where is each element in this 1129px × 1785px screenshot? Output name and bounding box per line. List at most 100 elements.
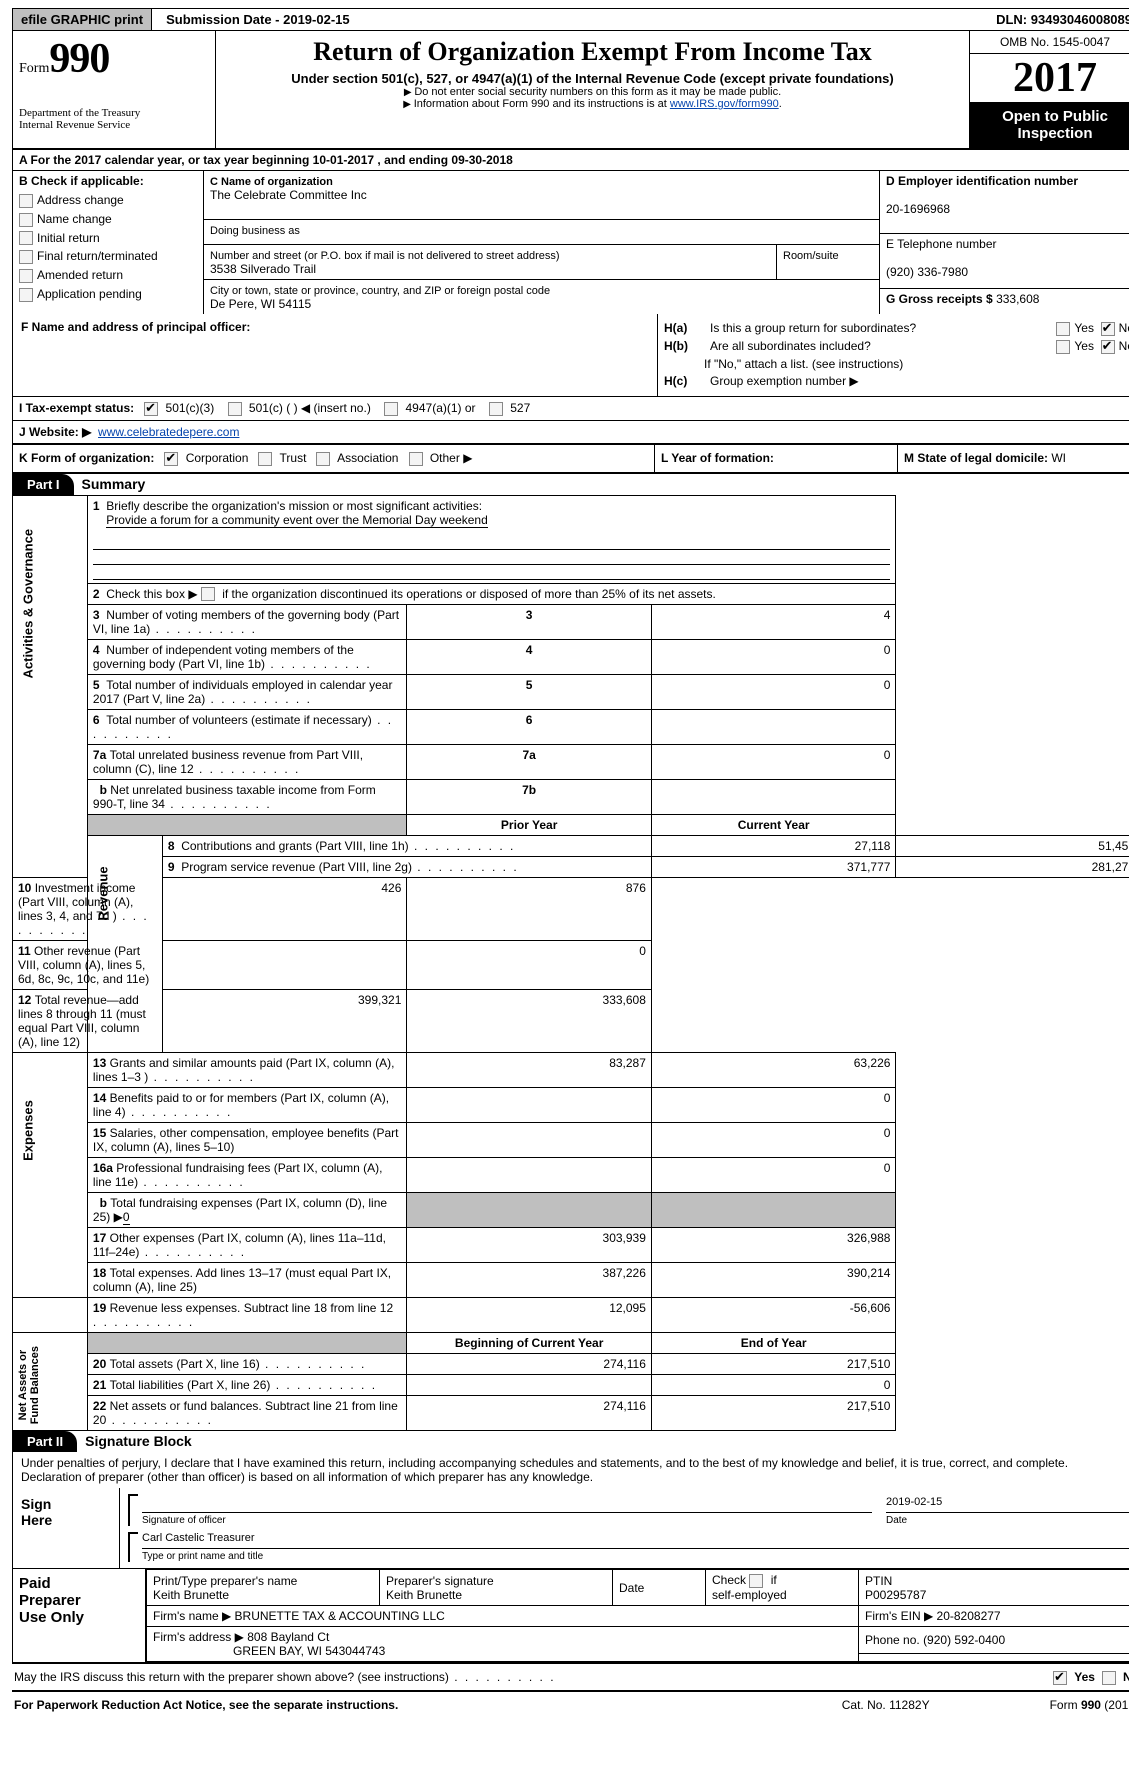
cb-other[interactable] xyxy=(409,452,423,466)
p12: 399,321 xyxy=(162,990,407,1053)
instructions-note: Information about Form 990 and its instr… xyxy=(226,98,959,110)
open-inspection: Open to PublicInspection xyxy=(970,102,1129,148)
cb-4947[interactable] xyxy=(384,402,398,416)
p21 xyxy=(407,1375,652,1396)
cb-501c[interactable] xyxy=(228,402,242,416)
discuss-row: May the IRS discuss this return with the… xyxy=(12,1664,1129,1692)
l18-text: Total expenses. Add lines 13–17 (must eq… xyxy=(93,1266,391,1294)
omb-number: OMB No. 1545-0047 xyxy=(970,31,1129,54)
checkbox-name-change[interactable] xyxy=(19,213,33,227)
firm-phone: (920) 592-0400 xyxy=(923,1633,1005,1647)
c11: 0 xyxy=(407,941,652,990)
hb-no-checkbox[interactable] xyxy=(1101,340,1115,354)
opt-assoc: Association xyxy=(337,451,398,465)
perjury-text: Under penalties of perjury, I declare th… xyxy=(13,1452,1129,1488)
cb-selfemp[interactable] xyxy=(749,1574,763,1588)
p17: 303,939 xyxy=(407,1228,652,1263)
checkbox-initial-return[interactable] xyxy=(19,231,33,245)
discuss-yes: Yes xyxy=(1074,1670,1095,1684)
opt-corp: Corporation xyxy=(186,451,249,465)
ha-text: Is this a group return for subordinates? xyxy=(710,321,916,335)
org-name: The Celebrate Committee Inc xyxy=(210,188,367,202)
irs-label: Internal Revenue Service xyxy=(19,119,209,131)
l22-text: Net assets or fund balances. Subtract li… xyxy=(93,1399,398,1427)
cb-corp[interactable] xyxy=(164,452,178,466)
addr-label: Number and street (or P.O. box if mail i… xyxy=(210,250,560,262)
firm-addr2: GREEN BAY, WI 543044743 xyxy=(233,1644,385,1658)
firm-name-label: Firm's name ▶ xyxy=(153,1609,231,1623)
part1-header: Part ISummary xyxy=(12,474,1129,495)
l14-text: Benefits paid to or for members (Part IX… xyxy=(93,1091,389,1119)
col-b-title: B Check if applicable: xyxy=(13,171,203,191)
dln: DLN: 93493046008089 xyxy=(988,9,1129,30)
l8-text: Contributions and grants (Part VIII, lin… xyxy=(181,839,515,853)
cb-discontinued[interactable] xyxy=(201,587,215,601)
v7b xyxy=(651,780,896,815)
firm-addr1: 808 Bayland Ct xyxy=(247,1630,329,1644)
cb-527[interactable] xyxy=(489,402,503,416)
checkbox-amended[interactable] xyxy=(19,269,33,283)
l2-text: Check this box ▶ if the organization dis… xyxy=(106,587,716,601)
submission-date: Submission Date - 2019-02-15 xyxy=(158,9,358,30)
p9: 371,777 xyxy=(651,857,896,878)
prep-label: PaidPreparerUse Only xyxy=(13,1569,146,1662)
form990-link[interactable]: www.IRS.gov/form990 xyxy=(670,98,779,110)
checkbox-app-pending[interactable] xyxy=(19,288,33,302)
tax-year: 2017 xyxy=(970,54,1129,102)
c16a: 0 xyxy=(651,1158,896,1193)
website-link[interactable]: www.celebratedepere.com xyxy=(98,425,239,439)
sign-here-label: SignHere xyxy=(13,1488,120,1568)
cb-assoc[interactable] xyxy=(316,452,330,466)
footer-form: Form 990 (2017) xyxy=(1050,1698,1129,1712)
v7a: 0 xyxy=(651,745,896,780)
opt-initial-return: Initial return xyxy=(37,231,100,245)
checkbox-final-return[interactable] xyxy=(19,250,33,264)
firm-phone-label: Phone no. xyxy=(865,1633,920,1647)
efile-print-button[interactable]: efile GRAPHIC print xyxy=(13,9,152,30)
opt-app-pending: Application pending xyxy=(37,287,142,301)
part1-bar: Part I xyxy=(13,474,74,495)
opt-amended: Amended return xyxy=(37,268,123,282)
l21-text: Total liabilities (Part X, line 26) xyxy=(110,1378,377,1392)
prep-c1-label: Print/Type preparer's name xyxy=(153,1574,297,1588)
k-label: K Form of organization: xyxy=(19,451,154,465)
discuss-no: No xyxy=(1123,1670,1129,1684)
city-state-zip: De Pere, WI 54115 xyxy=(210,297,311,311)
cb-501c3[interactable] xyxy=(144,402,158,416)
c9: 281,275 xyxy=(896,857,1129,878)
j-label: J Website: ▶ xyxy=(19,425,91,439)
l7b-text: Net unrelated business taxable income fr… xyxy=(93,783,376,811)
signature-block: Under penalties of perjury, I declare th… xyxy=(12,1452,1129,1569)
p8: 27,118 xyxy=(651,836,896,857)
ptin: P00295787 xyxy=(865,1588,926,1602)
f-officer-label: F Name and address of principal officer: xyxy=(21,320,250,334)
l1-value: Provide a forum for a community event ov… xyxy=(106,513,488,528)
l9-text: Program service revenue (Part VIII, line… xyxy=(181,860,518,874)
ha-yes-checkbox[interactable] xyxy=(1056,322,1070,336)
discuss-text: May the IRS discuss this return with the… xyxy=(14,1670,556,1684)
firm-ein: 20-8208277 xyxy=(937,1609,1001,1623)
footer-left: For Paperwork Reduction Act Notice, see … xyxy=(14,1698,398,1712)
dept-treasury: Department of the Treasury xyxy=(19,107,209,119)
cb-discuss-no[interactable] xyxy=(1102,1671,1116,1685)
cb-trust[interactable] xyxy=(258,452,272,466)
ptin-label: PTIN xyxy=(865,1574,892,1588)
dba-label: Doing business as xyxy=(210,225,300,237)
firm-addr-label: Firm's address ▶ xyxy=(153,1630,244,1644)
cb-discuss-yes[interactable] xyxy=(1053,1671,1067,1685)
current-year-hdr: Current Year xyxy=(651,815,896,836)
section-b-c-d: B Check if applicable: Address change Na… xyxy=(12,171,1129,314)
opt-other: Other ▶ xyxy=(430,451,473,465)
l3-text: Number of voting members of the governin… xyxy=(93,608,399,636)
l4-text: Number of independent voting members of … xyxy=(93,643,372,671)
hb-yes-checkbox[interactable] xyxy=(1056,340,1070,354)
city-label: City or town, state or province, country… xyxy=(210,285,550,297)
ha-no-checkbox[interactable] xyxy=(1101,322,1115,336)
c21: 0 xyxy=(651,1375,896,1396)
p10: 426 xyxy=(162,878,407,941)
opt-501c3: 501(c)(3) xyxy=(166,401,215,415)
begin-year-hdr: Beginning of Current Year xyxy=(407,1333,652,1354)
c13: 63,226 xyxy=(651,1053,896,1088)
v3: 4 xyxy=(651,605,896,640)
checkbox-address-change[interactable] xyxy=(19,194,33,208)
